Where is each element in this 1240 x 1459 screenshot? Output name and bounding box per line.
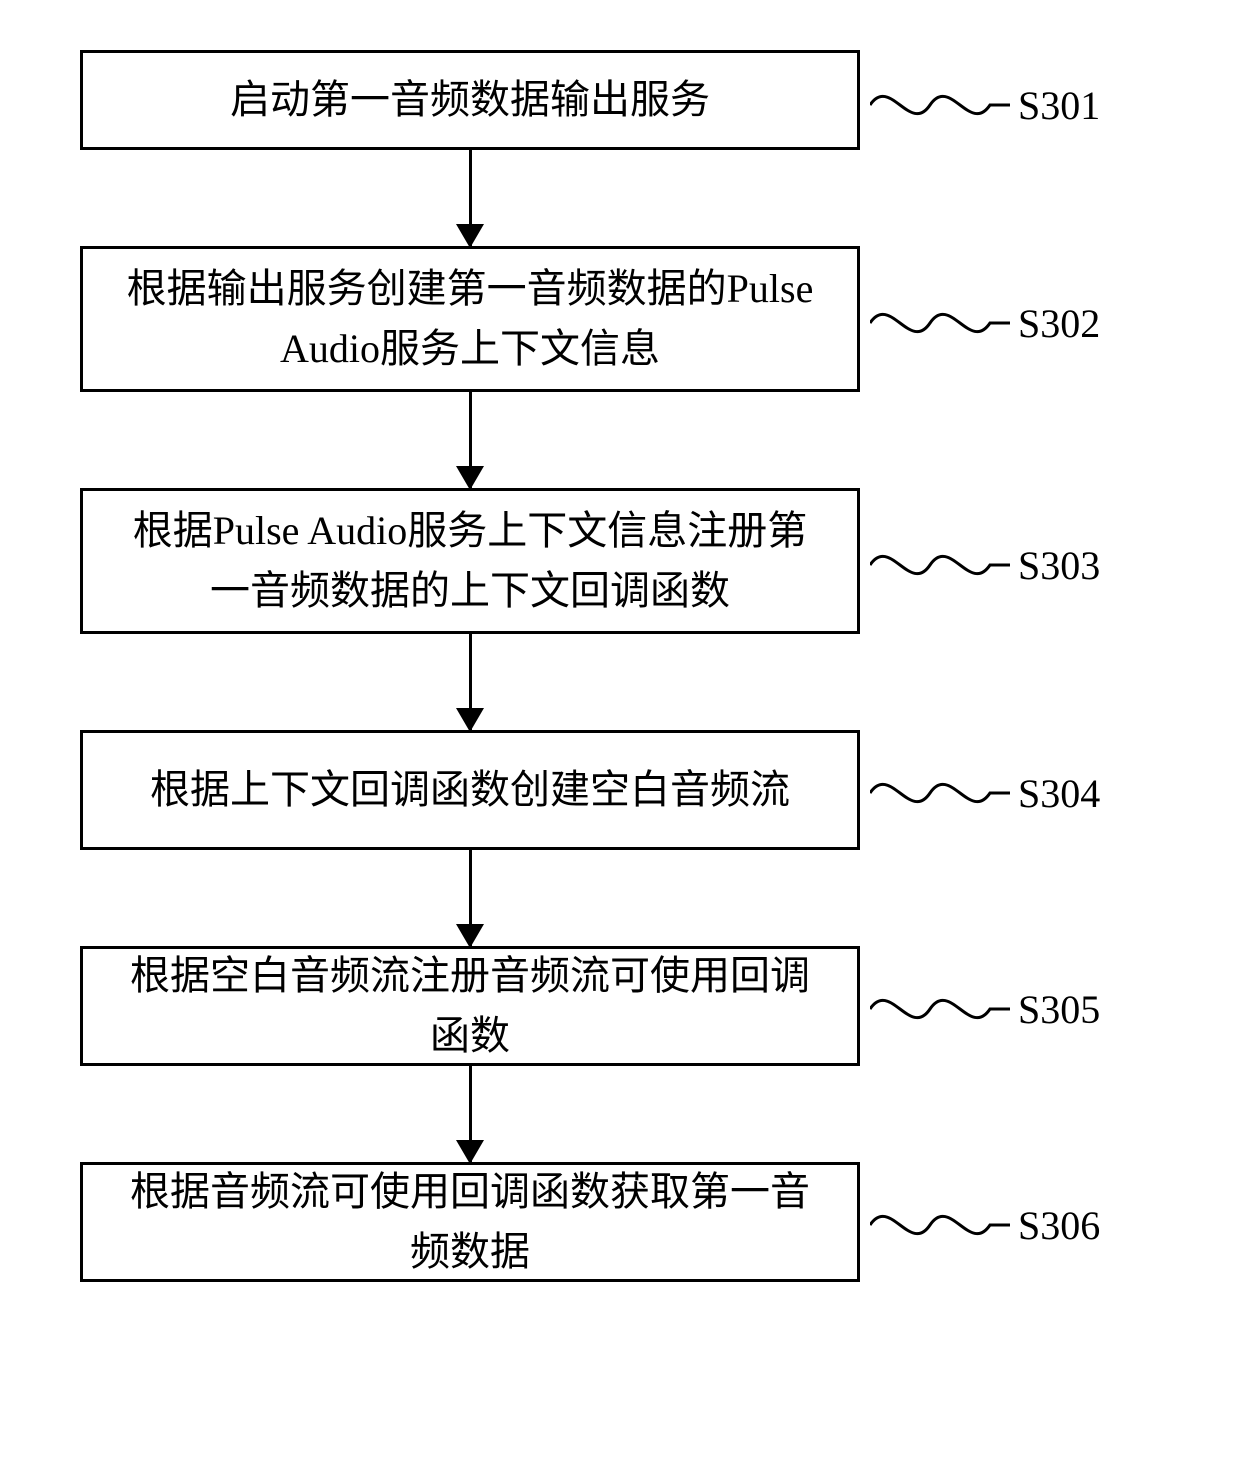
flow-step-S303: 根据Pulse Audio服务上下文信息注册第一音频数据的上下文回调函数 S303 [80, 488, 1160, 730]
flow-box: 启动第一音频数据输出服务 [80, 50, 860, 150]
flow-box: 根据音频流可使用回调函数获取第一音频数据 [80, 1162, 860, 1282]
step-label-wrap: S306 [870, 1200, 1100, 1250]
flow-box: 根据上下文回调函数创建空白音频流 [80, 730, 860, 850]
step-label-wrap: S303 [870, 540, 1100, 590]
flow-step-S301: 启动第一音频数据输出服务 S301 [80, 50, 1160, 246]
step-label-wrap: S301 [870, 80, 1100, 130]
step-id-label: S303 [1018, 542, 1100, 589]
arrow-down-icon [469, 634, 472, 730]
flow-box: 根据输出服务创建第一音频数据的Pulse Audio服务上下文信息 [80, 246, 860, 392]
flow-box: 根据Pulse Audio服务上下文信息注册第一音频数据的上下文回调函数 [80, 488, 860, 634]
step-label-wrap: S302 [870, 298, 1100, 348]
wave-connector-icon [870, 540, 1010, 590]
flow-step-S302: 根据输出服务创建第一音频数据的Pulse Audio服务上下文信息 S302 [80, 246, 1160, 488]
flow-step-S305: 根据空白音频流注册音频流可使用回调函数 S305 [80, 946, 1160, 1162]
wave-connector-icon [870, 984, 1010, 1034]
arrow-wrap [80, 1066, 860, 1162]
step-label-wrap: S304 [870, 768, 1100, 818]
wave-connector-icon [870, 80, 1010, 130]
step-id-label: S305 [1018, 986, 1100, 1033]
arrow-wrap [80, 850, 860, 946]
arrow-down-icon [469, 150, 472, 246]
arrow-wrap [80, 392, 860, 488]
wave-connector-icon [870, 768, 1010, 818]
step-id-label: S302 [1018, 300, 1100, 347]
flow-step-S306: 根据音频流可使用回调函数获取第一音频数据 S306 [80, 1162, 1160, 1282]
arrow-down-icon [469, 850, 472, 946]
flow-box: 根据空白音频流注册音频流可使用回调函数 [80, 946, 860, 1066]
arrow-down-icon [469, 1066, 472, 1162]
arrow-wrap [80, 150, 860, 246]
wave-connector-icon [870, 298, 1010, 348]
step-id-label: S306 [1018, 1202, 1100, 1249]
wave-connector-icon [870, 1200, 1010, 1250]
flowchart-container: 启动第一音频数据输出服务 S301 根据输出服务创建第一音频数据的Pulse Aud… [80, 50, 1160, 1282]
step-id-label: S304 [1018, 770, 1100, 817]
step-label-wrap: S305 [870, 984, 1100, 1034]
arrow-down-icon [469, 392, 472, 488]
arrow-wrap [80, 634, 860, 730]
step-id-label: S301 [1018, 82, 1100, 129]
flow-step-S304: 根据上下文回调函数创建空白音频流 S304 [80, 730, 1160, 946]
